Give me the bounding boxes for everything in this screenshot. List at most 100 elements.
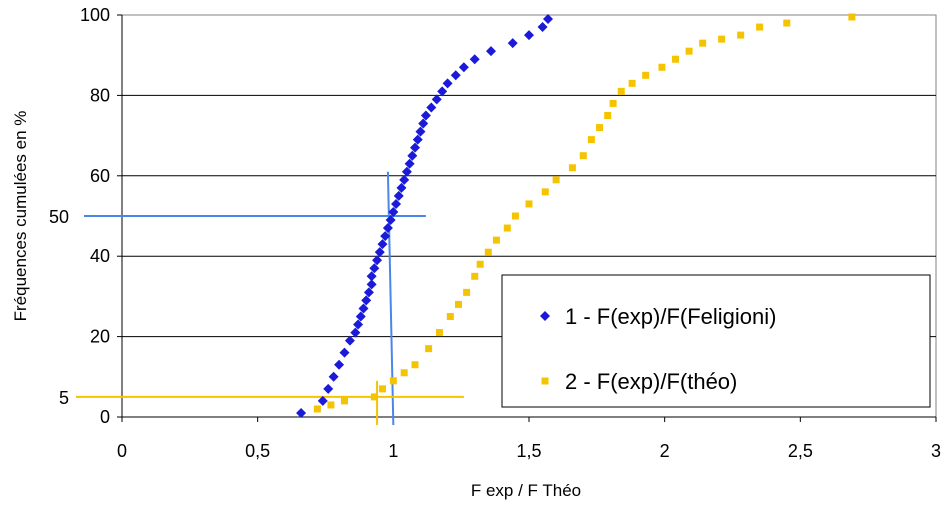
series-1-point xyxy=(369,263,380,274)
y-tick-label: 20 xyxy=(90,327,110,347)
y-extra-tick-label: 5 xyxy=(59,388,69,408)
series-2-point xyxy=(454,300,462,308)
x-tick-label: 0,5 xyxy=(245,441,270,461)
series-1-point xyxy=(431,94,442,105)
series-2-point xyxy=(525,200,533,208)
series-1-point xyxy=(374,247,385,258)
series-2-point xyxy=(848,13,856,21)
series-1-point xyxy=(363,287,374,298)
series-2-point xyxy=(503,224,511,232)
series-2-point xyxy=(541,188,549,196)
series-2-point xyxy=(411,361,419,369)
series-1-point xyxy=(334,359,345,370)
series-1-point xyxy=(366,271,377,282)
series-1-point xyxy=(393,190,404,201)
legend-box xyxy=(501,274,931,408)
series-1-point xyxy=(401,166,412,177)
y-tick-label: 60 xyxy=(90,166,110,186)
series-2-point xyxy=(425,345,433,353)
series-1-point xyxy=(450,70,461,81)
series-2-point xyxy=(492,236,500,244)
series-2-point xyxy=(672,55,680,63)
series-1-point xyxy=(486,46,497,57)
series-1-point xyxy=(372,255,383,266)
series-1-point xyxy=(426,102,437,113)
series-1-point xyxy=(366,279,377,290)
x-tick-label: 3 xyxy=(931,441,941,461)
series-1-point xyxy=(542,14,553,25)
series-2-point xyxy=(756,23,764,31)
y-tick-label: 40 xyxy=(90,246,110,266)
series-1-point xyxy=(350,327,361,338)
x-tick-label: 2 xyxy=(660,441,670,461)
legend-marker-series-1 xyxy=(540,311,550,321)
series-1-point xyxy=(458,62,469,73)
series-1-point xyxy=(396,182,407,193)
series-2-point xyxy=(400,369,408,377)
y-tick-label: 100 xyxy=(80,5,110,25)
series-1-point xyxy=(385,215,396,226)
series-1-point xyxy=(420,110,431,121)
series-2-point xyxy=(658,63,666,71)
series-1-point xyxy=(388,206,399,217)
x-tick-label: 0 xyxy=(117,441,127,461)
series-1-point xyxy=(410,142,421,153)
y-tick-label: 0 xyxy=(100,407,110,427)
series-1-point xyxy=(412,134,423,145)
series-2-point xyxy=(471,272,479,280)
series-1-point xyxy=(339,347,350,358)
series-2-point xyxy=(642,71,650,79)
x-tick-label: 1,5 xyxy=(516,441,541,461)
series-2-point xyxy=(340,397,348,405)
series-2-point xyxy=(604,112,612,119)
series-1-point xyxy=(328,371,339,382)
series-2-point xyxy=(579,152,587,160)
series-2-point xyxy=(609,99,617,107)
series-2-point xyxy=(699,39,707,47)
series-2-point xyxy=(389,377,397,385)
x-tick-label: 1 xyxy=(388,441,398,461)
series-2-point xyxy=(552,176,560,184)
series-1-point xyxy=(358,303,369,314)
x-tick-label: 2,5 xyxy=(788,441,813,461)
series-1-point xyxy=(296,407,307,418)
series-2-point xyxy=(628,79,636,87)
series-1-point xyxy=(415,126,426,137)
series-2-point xyxy=(718,35,726,43)
series-1-point xyxy=(344,335,355,346)
series-1-point xyxy=(537,22,548,33)
series-2-point xyxy=(617,87,625,95)
legend-marker-series-2 xyxy=(541,377,549,385)
y-axis-title: Fréquences cumulées en % xyxy=(11,111,30,322)
series-1-point xyxy=(399,174,410,185)
series-2-point xyxy=(463,288,471,296)
series-2-point xyxy=(484,248,492,256)
series-1-point xyxy=(323,383,334,394)
series-2-point xyxy=(737,31,745,39)
x-axis-title: F exp / F Théo xyxy=(471,481,581,500)
y-tick-labels: 0 20 40 60 80 100 5 50 xyxy=(49,5,110,427)
series-1-point xyxy=(361,295,372,306)
series-2-point xyxy=(446,313,454,320)
legend-label-series-1: 1 - F(exp)/F(Feligioni) xyxy=(565,304,776,329)
x-tick-labels: 0 0,5 1 1,5 2 2,5 3 xyxy=(117,441,941,461)
series-1-point xyxy=(437,86,448,97)
series-2-point xyxy=(511,212,519,220)
legend: 1 - F(exp)/F(Feligioni) 2 - F(exp)/F(théo… xyxy=(501,274,931,408)
series-1-point xyxy=(442,78,453,89)
series-1-point xyxy=(418,118,429,129)
series-1-point xyxy=(404,158,415,169)
series-1-point xyxy=(317,395,328,406)
y-tick-label: 80 xyxy=(90,85,110,105)
series-1-point xyxy=(524,30,534,41)
series-2-point xyxy=(596,124,604,132)
series-1-point xyxy=(407,150,418,161)
series-1-point xyxy=(469,54,480,65)
series-1-point xyxy=(355,311,366,322)
series-2-point xyxy=(476,260,484,268)
data-series xyxy=(296,13,856,418)
series-2-point xyxy=(370,393,378,401)
series-2-point xyxy=(313,405,321,413)
legend-label-series-2: 2 - F(exp)/F(théo) xyxy=(565,369,737,394)
